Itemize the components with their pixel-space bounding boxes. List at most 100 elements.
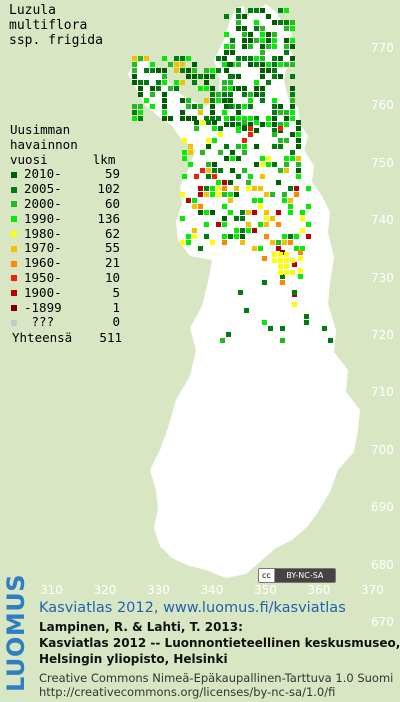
occurrence-cell: [230, 150, 235, 155]
legend-row: 1950- 10: [10, 270, 122, 286]
occurrence-cell: [186, 240, 191, 245]
occurrence-cell: [290, 56, 295, 61]
y-tick-label: 690: [371, 500, 394, 515]
occurrence-cell: [254, 144, 259, 149]
occurrence-cell: [180, 62, 185, 67]
occurrence-cell: [278, 258, 283, 263]
x-tick-label: 330: [147, 583, 170, 597]
occurrence-cell: [270, 216, 275, 221]
occurrence-cell: [290, 92, 295, 97]
occurrence-cell: [282, 240, 287, 245]
occurrence-cell: [292, 302, 297, 307]
occurrence-cell: [284, 38, 289, 43]
occurrence-cell: [284, 122, 289, 127]
cc-license-badge[interactable]: cc BY-NC-SA: [258, 568, 336, 583]
occurrence-cell: [288, 240, 293, 245]
occurrence-cell: [258, 186, 263, 191]
occurrence-cell: [242, 126, 247, 131]
occurrence-cell: [300, 216, 305, 221]
occurrence-cell: [242, 26, 247, 31]
occurrence-cell: [304, 320, 309, 325]
occurrence-cell: [210, 68, 215, 73]
occurrence-cell: [236, 110, 241, 115]
occurrence-cell: [210, 110, 215, 115]
occurrence-cell: [240, 240, 245, 245]
x-tick-label: 340: [200, 583, 224, 597]
occurrence-cell: [188, 162, 193, 167]
occurrence-cell: [182, 138, 187, 143]
occurrence-cell: [296, 126, 301, 131]
occurrence-cell: [296, 144, 301, 149]
occurrence-cell: [162, 98, 167, 103]
occurrence-cell: [272, 104, 277, 109]
occurrence-cell: [212, 126, 217, 131]
occurrence-cell: [284, 116, 289, 121]
occurrence-cell: [174, 56, 179, 61]
legend-swatch: [11, 186, 17, 193]
occurrence-cell: [278, 20, 283, 25]
occurrence-cell: [260, 26, 265, 31]
occurrence-cell: [234, 228, 239, 233]
occurrence-cell: [144, 98, 149, 103]
y-tick-label: 720: [371, 328, 394, 342]
occurrence-cell: [284, 162, 289, 167]
atlas-title-link[interactable]: Kasviatlas 2012, www.luomus.fi/kasviatla…: [39, 600, 346, 616]
occurrence-cell: [248, 126, 253, 131]
occurrence-cell: [278, 144, 283, 149]
legend-count: 102: [97, 181, 120, 197]
occurrence-cell: [228, 74, 233, 79]
occurrence-cell: [248, 116, 253, 121]
citation-line-2: Kasviatlas 2012 -- Luonnontieteellinen k…: [39, 636, 400, 650]
occurrence-cell: [210, 240, 215, 245]
occurrence-cell: [222, 240, 227, 245]
occurrence-cell: [260, 62, 265, 67]
occurrence-cell: [272, 56, 277, 61]
occurrence-cell: [186, 56, 191, 61]
occurrence-cell: [248, 32, 253, 37]
y-tick-label: 730: [371, 270, 394, 285]
occurrence-cell: [254, 116, 259, 121]
occurrence-cell: [162, 56, 167, 61]
occurrence-cell: [288, 198, 293, 203]
occurrence-cell: [212, 120, 217, 125]
legend-swatch: [11, 275, 17, 282]
occurrence-cell: [284, 264, 289, 269]
occurrence-cell: [242, 144, 247, 149]
occurrence-cell: [188, 150, 193, 155]
occurrence-cell: [268, 326, 273, 331]
occurrence-cell: [258, 222, 263, 227]
legend-swatch: [11, 230, 17, 237]
occurrence-cell: [276, 222, 281, 227]
occurrence-cell: [290, 44, 295, 49]
occurrence-cell: [162, 116, 167, 121]
occurrence-cell: [150, 104, 155, 109]
legend-swatch: [11, 319, 17, 326]
legend-swatch: [11, 171, 17, 178]
occurrence-cell: [192, 104, 197, 109]
occurrence-cell: [132, 56, 137, 61]
occurrence-cell: [236, 126, 241, 131]
occurrence-cell: [244, 308, 249, 313]
occurrence-cell: [216, 180, 221, 185]
occurrence-cell: [290, 110, 295, 115]
occurrence-cell: [292, 262, 297, 267]
occurrence-cell: [260, 56, 265, 61]
occurrence-cell: [284, 20, 289, 25]
occurrence-cell: [290, 116, 295, 121]
citation-line-1: Lampinen, R. & Lahti, T. 2013:: [39, 620, 243, 634]
occurrence-cell: [236, 122, 241, 127]
legend-count: 5: [112, 284, 120, 300]
occurrence-cell: [236, 62, 241, 67]
occurrence-cell: [278, 264, 283, 269]
license-url-link[interactable]: http://creativecommons.org/licenses/by-n…: [39, 685, 336, 699]
occurrence-cell: [236, 144, 241, 149]
occurrence-cell: [192, 234, 197, 239]
occurrence-cell: [156, 68, 161, 73]
license-line: Creative Commons Nimeä-Epäkaupallinen-Ta…: [39, 671, 394, 685]
occurrence-cell: [246, 210, 251, 215]
occurrence-cell: [258, 246, 263, 251]
occurrence-cell: [168, 86, 173, 91]
occurrence-cell: [138, 116, 143, 121]
occurrence-cell: [242, 92, 247, 97]
occurrence-cell: [236, 20, 241, 25]
